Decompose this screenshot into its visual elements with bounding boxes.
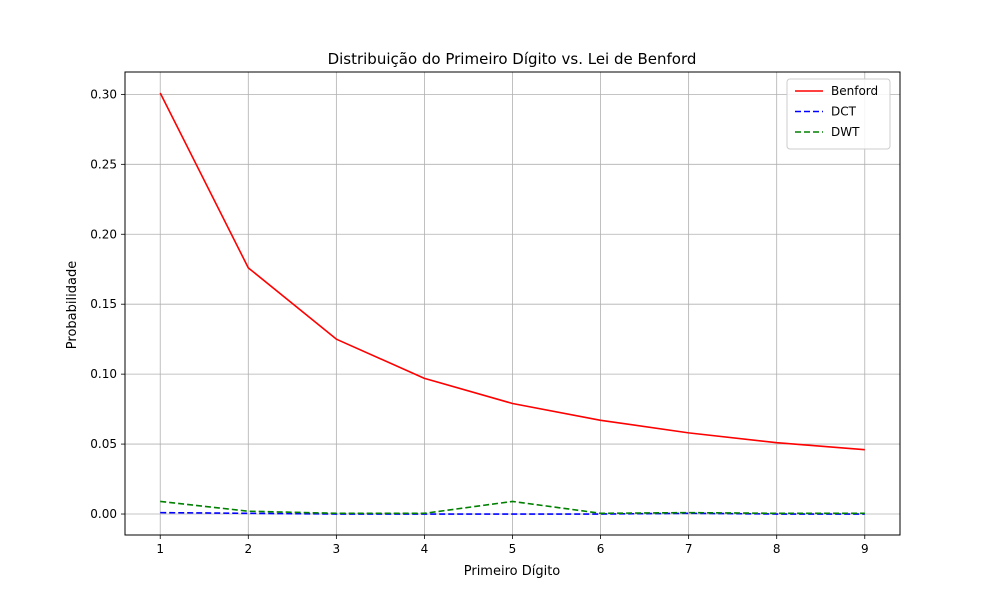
x-tick-label: 4 bbox=[421, 542, 429, 556]
y-tick-label: 0.05 bbox=[90, 437, 117, 451]
legend-label-dwt: DWT bbox=[831, 125, 860, 139]
y-tick-label: 0.10 bbox=[90, 367, 117, 381]
y-tick-label: 0.25 bbox=[90, 157, 117, 171]
y-tick-label: 0.30 bbox=[90, 87, 117, 101]
series-line-benford bbox=[159, 92, 865, 451]
y-tick-label: 0.00 bbox=[90, 507, 117, 521]
x-tick-label: 3 bbox=[333, 542, 341, 556]
x-tick-label: 9 bbox=[861, 542, 869, 556]
x-tick-label: 2 bbox=[244, 542, 252, 556]
y-tick-label: 0.15 bbox=[90, 297, 117, 311]
series-line-dwt bbox=[160, 500, 865, 515]
x-tick-label: 7 bbox=[685, 542, 693, 556]
x-tick-label: 8 bbox=[773, 542, 781, 556]
x-tick-label: 1 bbox=[156, 542, 164, 556]
y-axis-ticks: 0.00 0.05 0.10 0.15 0.20 0.25 0.30 bbox=[90, 87, 125, 521]
legend: Benford DCT DWT bbox=[786, 78, 891, 150]
chart-title: Distribuição do Primeiro Dígito vs. Lei … bbox=[328, 50, 697, 68]
y-axis-label: Probabilidade bbox=[65, 261, 80, 349]
legend-label-dct: DCT bbox=[831, 105, 857, 119]
x-tick-label: 5 bbox=[509, 542, 517, 556]
series-lines bbox=[159, 92, 865, 515]
legend-label-benford: Benford bbox=[831, 84, 878, 98]
x-tick-label: 6 bbox=[597, 542, 605, 556]
legend-box bbox=[786, 78, 891, 150]
y-tick-label: 0.20 bbox=[90, 227, 117, 241]
x-axis-ticks: 1 2 3 4 5 6 7 8 9 bbox=[156, 535, 869, 556]
x-axis-label: Primeiro Dígito bbox=[464, 564, 561, 579]
